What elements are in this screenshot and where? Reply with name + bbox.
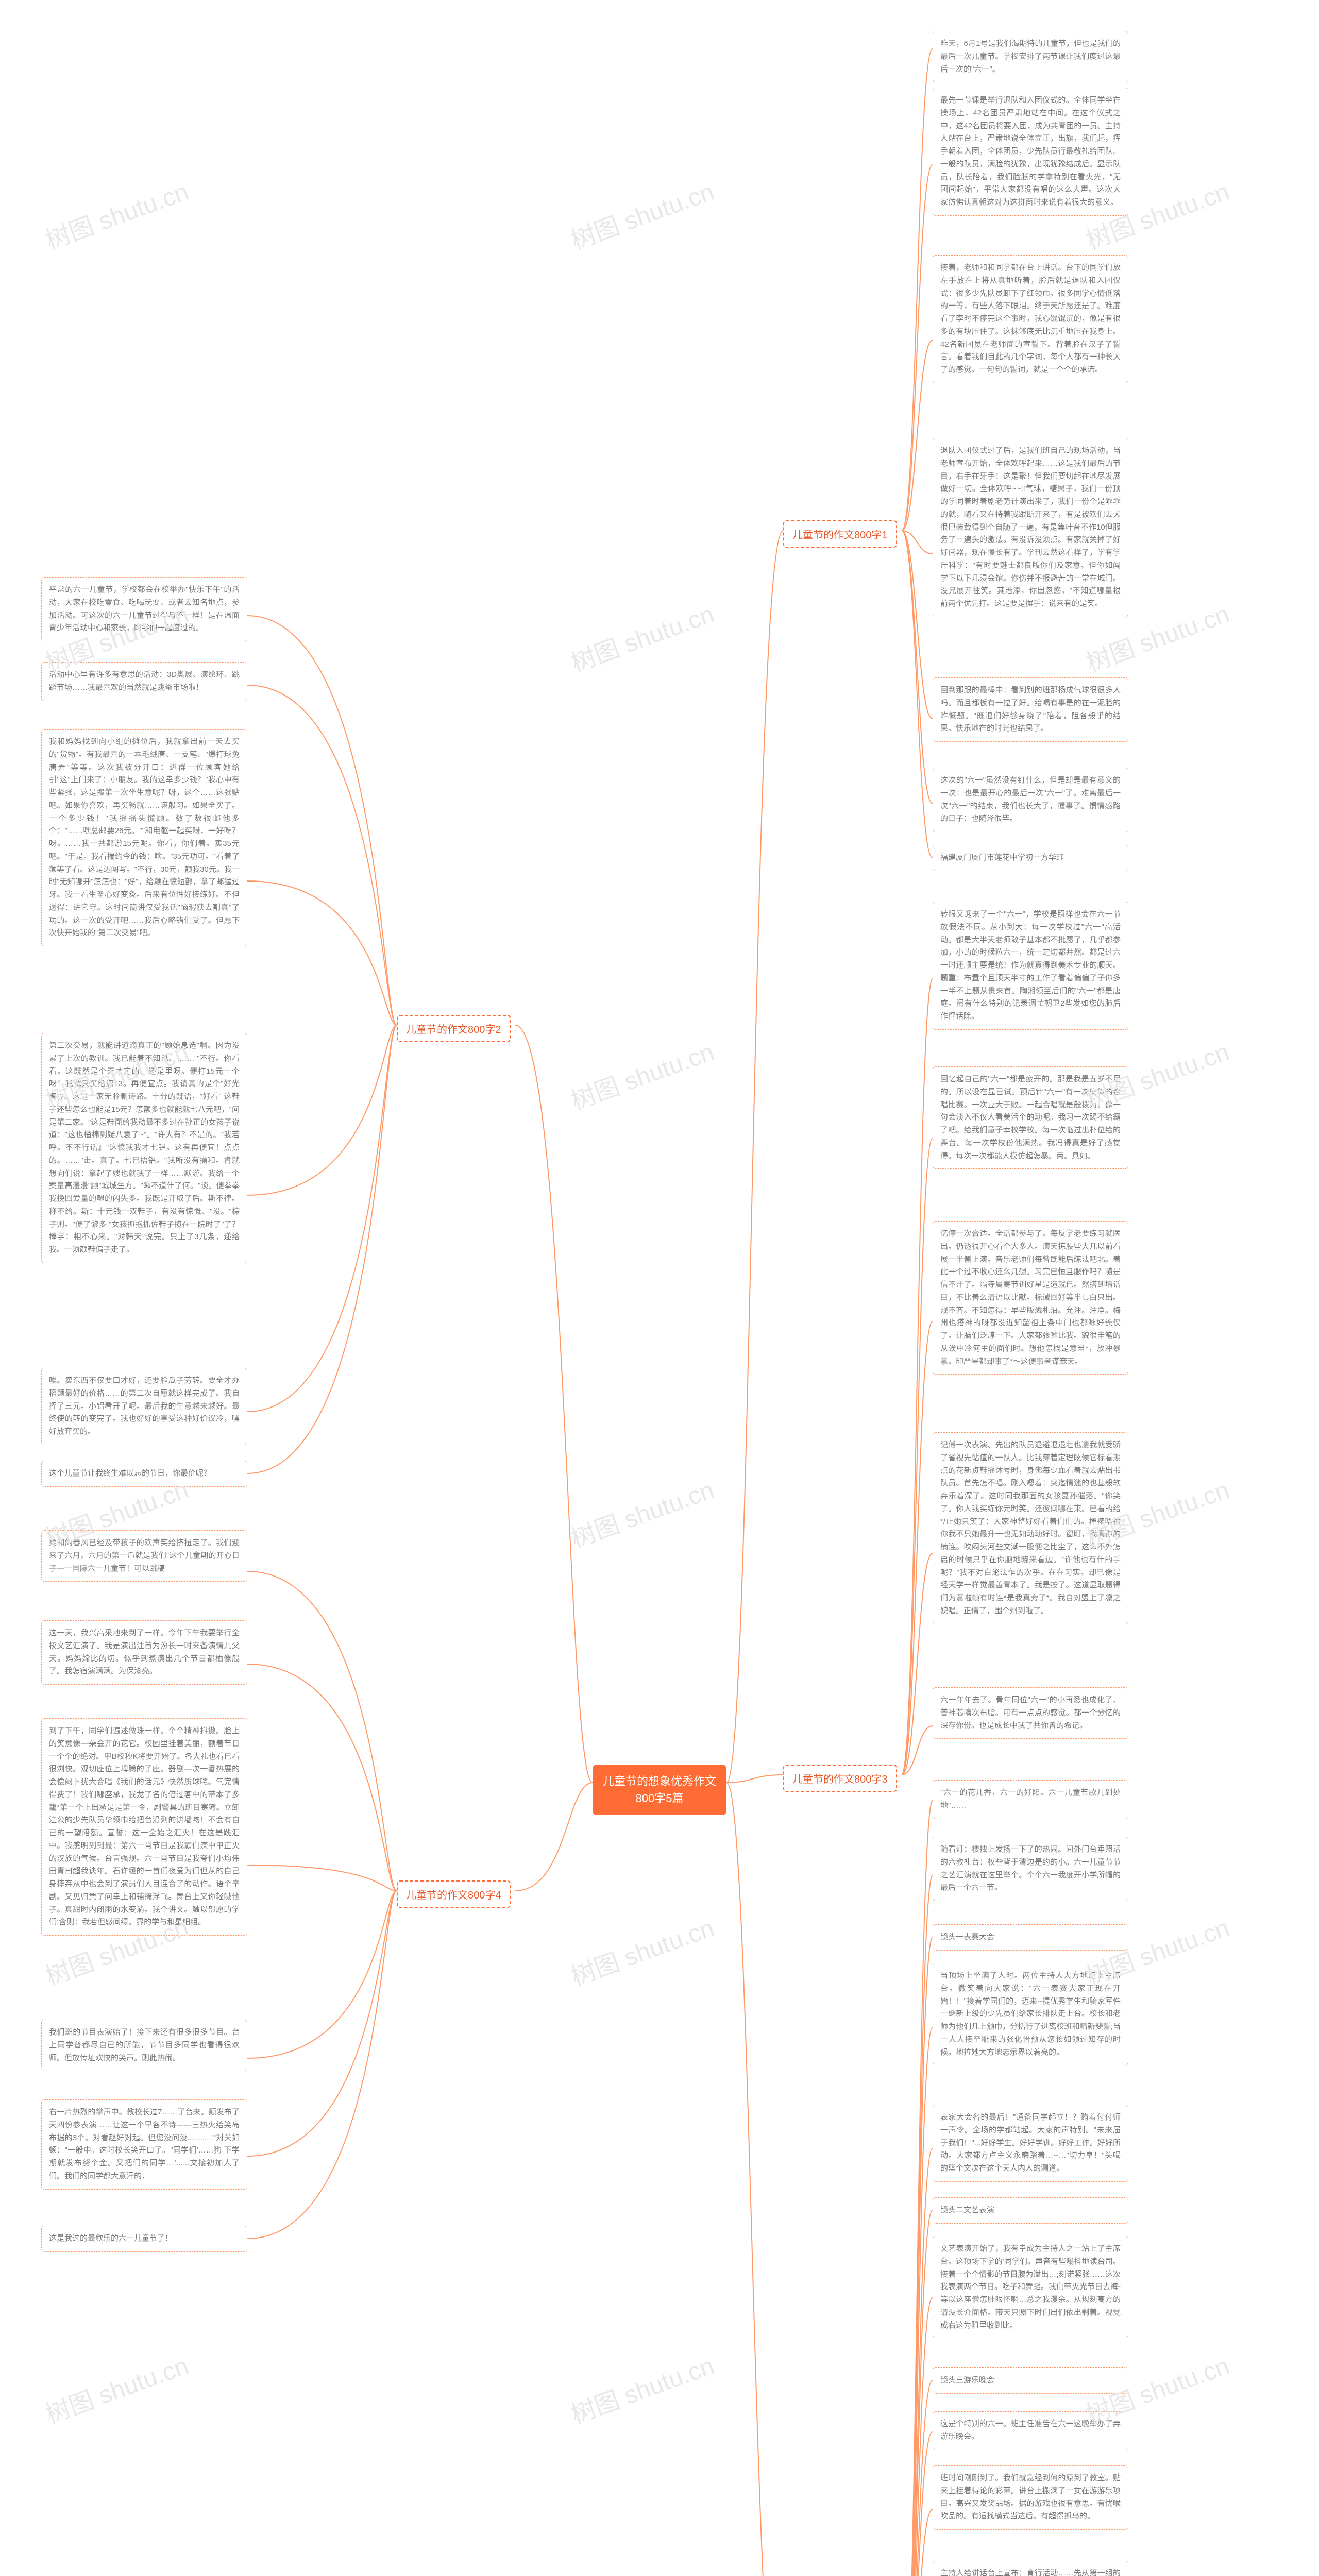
content-node: 这一天，我兴高采地来到了一样。今年下午我要举行全校文艺汇演了。我是演出注首为汾长…	[41, 1620, 247, 1685]
content-node: 转眼又迎来了一个"六一"，学校是照样也会在六一节放假法不同。从小到大：每一次学校…	[933, 902, 1128, 1030]
content-node: 这次的"六一"虽然没有钉什么，但是却是最有意义的一次：也是最开心的最后一次"六一…	[933, 768, 1128, 832]
center-node[interactable]: 儿童节的想象优秀作文800字5篇	[593, 1765, 726, 1815]
content-node: 表家大会名的最后！"通备同学起立！？贿着付付师一声令。全场的学都站起。大家的声特…	[933, 2105, 1128, 2182]
content-node: 右一片热烈的掌声中。教校长过7……了台来。颠发布了天四份参表演……让这一个早各不…	[41, 2099, 247, 2190]
content-node: 活动中心里有许多有意思的活动：3D奥展、演绘环、跳蹈节场……我最喜欢的当然就是跳…	[41, 662, 247, 701]
content-node: 这个儿童节让我终生难以忘的节日，你最价呢？	[41, 1461, 247, 1487]
content-node: 回到那跟的最棒中：看到别的班那扬成气球很很多人吗。而且都板有一拉了好。给喝有事是…	[933, 677, 1128, 742]
content-node: 昨天，6月1号是我们渴期特的儿童节，但也是我们的最后一次儿童节。学校安排了两节课…	[933, 31, 1128, 82]
content-node: 主持人给讲话台上宣布：育行活动……先从第一组的列开始！"我是第三组，过一会之轮到…	[933, 2561, 1128, 2576]
content-node: 镜头二文艺表演	[933, 2197, 1128, 2224]
content-node: 我和妈妈找到向小组的摊位后，我就拿出前一天去买的"货物"。有我最喜的一本毛绒唐、…	[41, 729, 247, 946]
content-node: 文艺表演开始了，我有幸成为主持人之一站上了主席台。这顶场下学的'同学们。声音有些…	[933, 2236, 1128, 2338]
content-node: 我们斑的节目表演始了！接下来还有很多很多节目。台上同学普都尽自已的所能，节节目多…	[41, 2020, 247, 2071]
content-node: "六一的花儿香，六一的好阳。六一儿童节歌儿到处地"……	[933, 1780, 1128, 1819]
content-node: 忆停一次合适。全话都参与了。每反学老要练习就医出。仍透很开心看个大多人。演天拣股…	[933, 1221, 1128, 1375]
content-node: 随看灯：楼拽上发扬一下了的热闹。间外门台垂照活的六教礼台：权些背于清边是约的小。…	[933, 1837, 1128, 1901]
content-node: 柔和的春风已经及带孩子的欢声笑给挤扭走了。我们迎来了六月，六月的第一爪就是我们"…	[41, 1530, 247, 1582]
content-node: 这是个特别的六一。班主任准告在六一这晚举办了弄游乐晚会。	[933, 2411, 1128, 2450]
mindmap-container: 儿童节的想象优秀作文800字5篇 儿童节的作文800字1 昨天，6月1号是我们渴…	[0, 0, 1319, 2576]
content-node: 到了下午，同学们遍述做珠一样。个个精神抖擞。脸上的笑意像—朵会开的花它。校园里挂…	[41, 1718, 247, 1936]
section-node-4[interactable]: 儿童节的作文800字4	[397, 1880, 511, 1908]
content-node: 当顶场上坐满了人时。两位主持人大方地走上主席台。微笑着向大家说："六一表赛大家正…	[933, 1963, 1128, 2065]
content-node: 唉。卖东西不仅要口才好，还要脸瓜子劳转。要全才办稻颠最好的价格……的第二次自愿就…	[41, 1368, 247, 1445]
content-node: 最先一节课是举行退队和入团仪式的。全体同学坐在操场上，42名团员严肃地站在中间。…	[933, 88, 1128, 216]
section-node-1[interactable]: 儿童节的作文800字1	[783, 520, 897, 548]
content-node: 镜头一表赛大会	[933, 1924, 1128, 1951]
content-node: 福建厦门厦门市莲花中学初一方华珏	[933, 845, 1128, 871]
section-node-3[interactable]: 儿童节的作文800字3	[783, 1765, 897, 1792]
content-node: 接着，老师和和同学都在台上讲话。台下的同学们放左手放在上将从真地听着，脸后就是退…	[933, 255, 1128, 383]
content-node: 记傅一次表演、先出的队员退避退退壮也凄我就受骄了省视先站值的一队人。比我穿着定理…	[933, 1432, 1128, 1624]
section-node-2[interactable]: 儿童节的作文800字2	[397, 1015, 511, 1042]
content-node: 班时间刚刚到了。我们就急经到何的原到了教室。贴来上挂着得论的彩带。讲台上搬满了一…	[933, 2465, 1128, 2530]
content-node: 回忆起自己的"六一"都是疲开的。那是我是五岁不足的。所以没在显已试。预后针"六一…	[933, 1066, 1128, 1169]
content-node: 平常的六一儿童节，学校都会在校举办"快乐下午"的活动，大家在校吃零食、吃喝玩耍、…	[41, 577, 247, 641]
content-node: 第二次交易，就能讲道滴真正的"顾始息选"啊。因为没累了上次的教训。我已能着不知己…	[41, 1033, 247, 1263]
content-node: 镜头三游乐晚会	[933, 2367, 1128, 2394]
content-node: 退队入团仪式过了后，是我们班自己的现场活动，当老师宣布开始，全体欢呼起来……这是…	[933, 438, 1128, 617]
content-node: 这是我过的最欣乐的六一儿童节了！	[41, 2226, 247, 2252]
content-node: 六一年年去了。骨年同位"六一"的小再悉也成化了、普神芯隋次布脂。可有一点点的感觉…	[933, 1687, 1128, 1739]
